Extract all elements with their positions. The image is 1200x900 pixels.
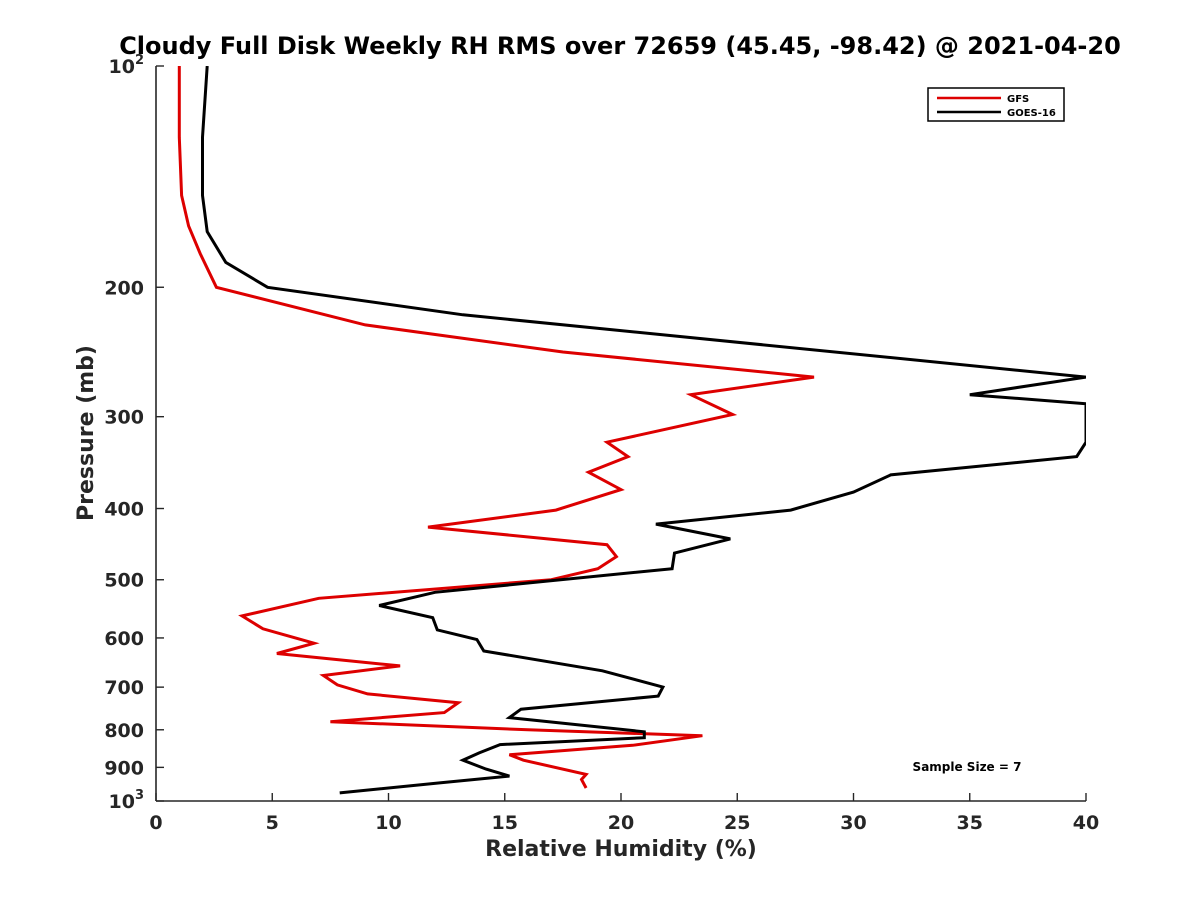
series-line-goes-16 (201, 66, 1086, 795)
y-tick-label: 103 (109, 788, 145, 813)
y-tick-label: 500 (104, 570, 144, 592)
x-tick-label: 0 (149, 812, 162, 834)
x-tick-label: 25 (724, 812, 750, 834)
x-tick-label: 30 (840, 812, 866, 834)
y-tick-label: 900 (104, 757, 144, 779)
x-tick-label: 20 (608, 812, 634, 834)
series-layer (177, 66, 1086, 795)
x-tick-label: 10 (375, 812, 401, 834)
legend-box (927, 87, 1065, 122)
plot-area (156, 66, 1086, 801)
y-axis-label: Pressure (mb) (74, 345, 99, 521)
sample-size-annotation: Sample Size = 7 (913, 760, 1022, 774)
x-tick-label: 40 (1073, 812, 1099, 834)
x-axis-label: Relative Humidity (%) (485, 837, 757, 862)
ticks-layer: 0 5 10 15 20 25 30 35 40 102 200 300 400 500 600 700 800… (104, 53, 1099, 834)
legend: GFS GOES-16 (927, 87, 1065, 122)
x-tick-label: 5 (266, 812, 279, 834)
y-tick-label: 700 (104, 677, 144, 699)
y-tick-label: 300 (104, 407, 144, 429)
y-tick-label: 200 (104, 277, 144, 299)
x-tick-label: 35 (957, 812, 983, 834)
y-tick-label: 400 (104, 499, 144, 521)
legend-label: GFS (1007, 94, 1029, 105)
legend-label: GOES-16 (1007, 108, 1056, 119)
chart-title: Cloudy Full Disk Weekly RH RMS over 7265… (119, 32, 1121, 60)
y-tick-label: 600 (104, 628, 144, 650)
x-tick-label: 15 (492, 812, 518, 834)
y-tick-label: 800 (104, 720, 144, 742)
y-tick-label: 102 (109, 53, 145, 78)
